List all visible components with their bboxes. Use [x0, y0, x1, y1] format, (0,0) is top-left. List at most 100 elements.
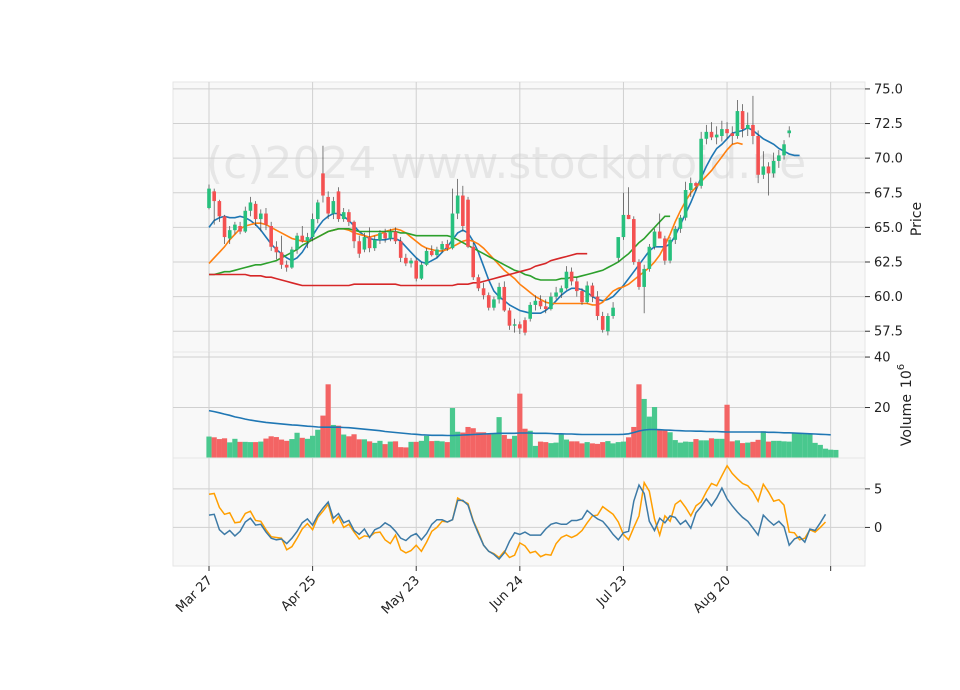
candle-body [549, 296, 553, 310]
volume-bar [641, 398, 647, 458]
volume-bar [714, 438, 720, 458]
moving-average-line [209, 252, 588, 287]
candle-body [259, 213, 263, 220]
candle-body [393, 231, 398, 242]
indicator-line [208, 483, 827, 561]
volume-bar [802, 434, 808, 458]
price-axis-title: Price [909, 202, 925, 236]
candlesticks [207, 95, 792, 336]
volume-bar [304, 438, 311, 458]
candle-body [414, 260, 419, 279]
volume-bar [786, 441, 792, 458]
volume-bar [232, 438, 238, 458]
candle-body [564, 271, 569, 289]
candle-body [543, 306, 548, 310]
volume-bar [470, 428, 476, 458]
volume-bar [776, 440, 782, 458]
candle-body [704, 131, 709, 139]
candle-body [383, 232, 387, 239]
candle-body [398, 241, 403, 258]
volume-bar [496, 417, 502, 458]
x-axis: Mar 27 Apr 25 May 23 Jun 24 Jul 23 Aug 20 [173, 566, 832, 617]
volume-bar [600, 442, 606, 458]
candle-body [388, 231, 393, 239]
indicator-y-axis: 05 [865, 482, 882, 536]
x-tick-label: Mar 27 [173, 573, 216, 616]
candle-body [595, 296, 600, 316]
volume-bar [227, 442, 233, 458]
volume-bar [594, 443, 601, 458]
price-plot-background [172, 81, 866, 353]
candle-body [315, 202, 320, 220]
candle-body [569, 271, 574, 282]
volume-bar [833, 449, 839, 458]
volume-bar [796, 433, 803, 458]
candle-body [688, 183, 693, 190]
volume-bar [646, 416, 652, 458]
indicator-panel: 05 [172, 457, 882, 567]
candle-body [580, 291, 584, 303]
candle-body [450, 213, 455, 249]
volume-bar [610, 443, 616, 458]
candle-body [238, 226, 242, 232]
volume-bar [584, 442, 590, 458]
volume-bar [413, 441, 419, 458]
candle-body [528, 304, 532, 319]
volume-bar [693, 439, 699, 458]
candle-body [709, 131, 714, 138]
candle-body [663, 238, 667, 261]
volume-tick-label: 40 [874, 351, 891, 366]
candle-body [518, 324, 522, 329]
candle-body [424, 250, 429, 265]
volume-bar [532, 445, 538, 458]
volume-bar [760, 431, 766, 458]
volume-tick-label: 20 [874, 401, 891, 416]
candle-body [347, 212, 351, 222]
volume-bar [475, 432, 481, 458]
volume-bar [636, 384, 642, 458]
volume-bar [708, 438, 715, 458]
candle-body [632, 219, 636, 262]
candle-body [559, 288, 564, 293]
candle-body [233, 224, 237, 231]
volume-bar [615, 442, 621, 458]
volume-bar [543, 442, 549, 458]
volume-bar [263, 438, 269, 458]
volume-bar [729, 441, 735, 458]
volume-bar [408, 441, 414, 458]
candle-body [538, 300, 543, 307]
candle-body [290, 249, 294, 268]
volume-bar [366, 441, 373, 458]
volume-bar [563, 439, 570, 458]
x-tick-label: Aug 20 [691, 573, 734, 616]
volume-axis-exponent-base: 10 [899, 370, 915, 388]
volume-bar [672, 440, 678, 458]
candle-body [642, 268, 646, 287]
candle-body [637, 262, 641, 287]
volume-bar [289, 439, 295, 458]
candle-body [745, 124, 750, 130]
volume-bar [517, 393, 523, 458]
volume-bar [310, 435, 316, 458]
volume-bar [683, 441, 689, 458]
volume-bar [444, 442, 450, 458]
candle-body [440, 244, 444, 250]
price-panel: (c)2024 www.stockdroid.ne 57.5 60.0 62.5 65… [172, 81, 925, 353]
x-tick-label: Apr 25 [278, 573, 319, 614]
candle-body [300, 235, 305, 242]
volume-bar [325, 384, 331, 458]
volume-bar [501, 435, 507, 458]
volume-bar [631, 426, 637, 458]
candle-body [647, 246, 652, 269]
candle-body [683, 190, 688, 218]
candle-body [378, 232, 382, 240]
candle-body [357, 241, 362, 254]
price-tick-label: 67.5 [874, 186, 903, 201]
volume-average-line [208, 409, 831, 437]
volume-bar [765, 441, 772, 458]
price-tick-label: 62.5 [874, 256, 903, 271]
candle-body [367, 237, 372, 249]
volume-bar [791, 433, 797, 458]
candle-body [735, 111, 740, 136]
